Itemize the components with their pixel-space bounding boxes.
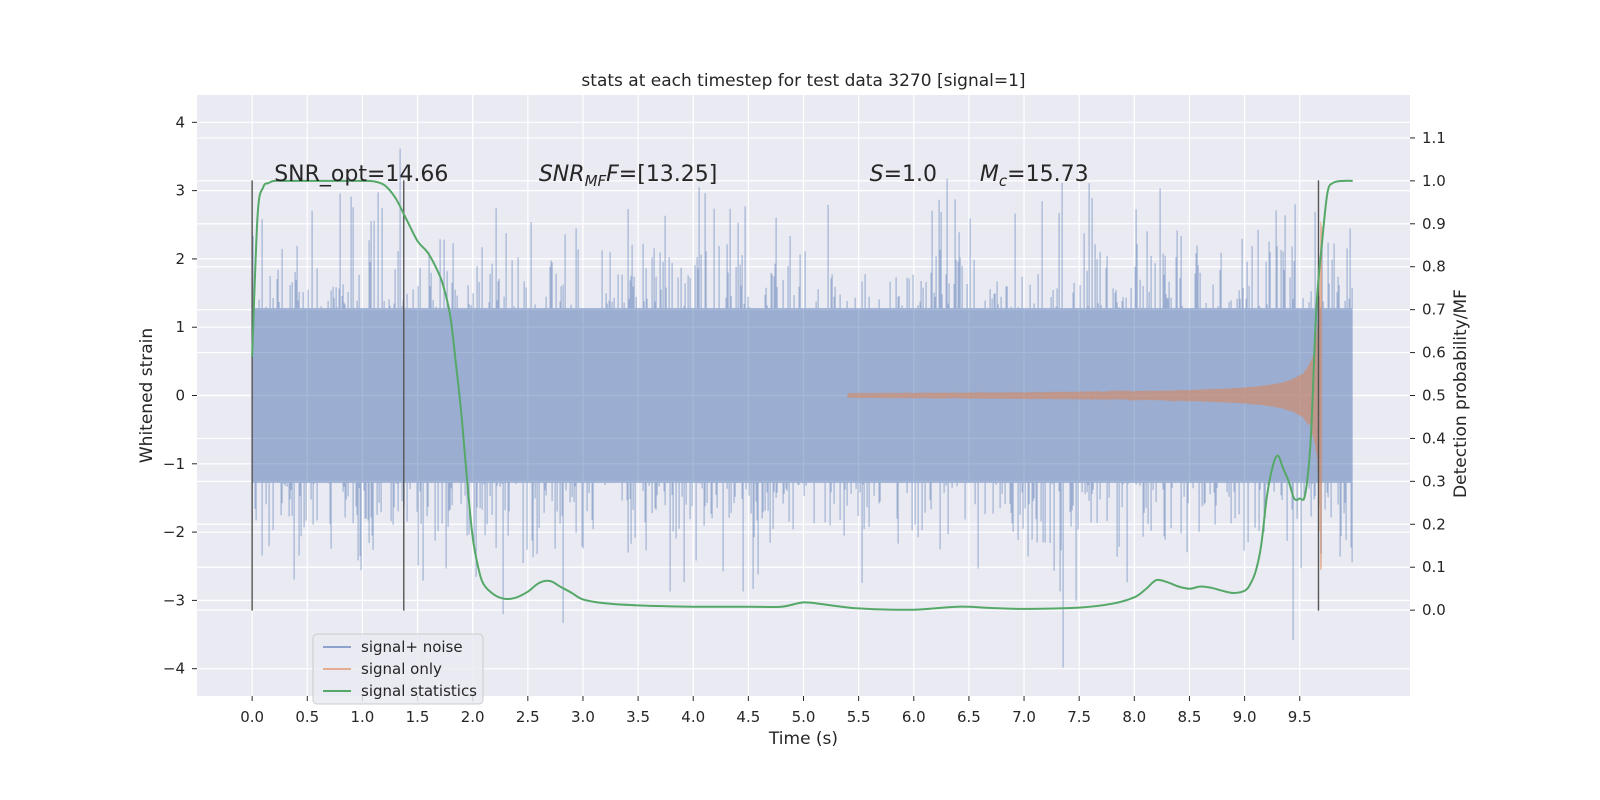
y-tick-label: 0: [175, 387, 185, 405]
x-tick-label: 2.0: [461, 708, 485, 726]
plot-area: [251, 148, 1353, 668]
x-tick-label: 6.0: [902, 708, 926, 726]
x-tick-label: 5.0: [792, 708, 816, 726]
x-tick-label: 8.5: [1178, 708, 1202, 726]
annotations: SNR_opt=14.66 SNRMFF=[13.25] S=1.0 Mc=15.73: [274, 162, 1088, 190]
x-tick-label: 2.5: [516, 708, 540, 726]
y-right-tick-label: 1.1: [1422, 129, 1446, 147]
y-right-tick-label: 0.0: [1422, 601, 1446, 619]
y-tick-label: 1: [175, 318, 185, 336]
signal-only-trace: [847, 221, 1324, 570]
x-tick-label: 0.5: [295, 708, 319, 726]
x-tick-label: 0.0: [240, 708, 264, 726]
x-tick-label: 4.5: [736, 708, 760, 726]
y-tick-label: 3: [175, 182, 185, 200]
annotation-text: Mc=15.73: [980, 162, 1089, 190]
x-tick-label: 9.0: [1233, 708, 1257, 726]
annotation-text: SNRMFF=[13.25]: [539, 162, 718, 190]
x-tick-label: 7.0: [1012, 708, 1036, 726]
legend-label: signal+ noise: [361, 638, 463, 656]
y-tick-label: −1: [163, 455, 185, 473]
x-tick-label: 9.5: [1288, 708, 1312, 726]
y-tick-label: −3: [163, 591, 185, 609]
chart-title: stats at each timestep for test data 327…: [581, 71, 1025, 91]
y-tick-label: −2: [163, 523, 185, 541]
x-tick-label: 3.0: [571, 708, 595, 726]
y-right-tick-label: 0.5: [1422, 387, 1446, 405]
y-right-tick-label: 0.9: [1422, 215, 1446, 233]
y-right-tick-label: 0.8: [1422, 258, 1446, 276]
x-tick-label: 7.5: [1067, 708, 1091, 726]
x-tick-label: 5.5: [847, 708, 871, 726]
x-tick-label: 3.5: [626, 708, 650, 726]
y-right-tick-label: 0.1: [1422, 558, 1446, 576]
x-axis-label: Time (s): [768, 729, 838, 749]
y-right-tick-label: 0.7: [1422, 301, 1446, 319]
y-right-tick-label: 1.0: [1422, 172, 1446, 190]
legend-label: signal only: [361, 660, 442, 678]
x-tick-label: 1.5: [406, 708, 430, 726]
legend-box: [312, 633, 484, 705]
x-tick-label: 8.0: [1122, 708, 1146, 726]
annotation-text: SNR_opt=14.66: [274, 162, 448, 187]
y-right-tick-label: 0.6: [1422, 344, 1446, 362]
x-tick-label: 4.0: [681, 708, 705, 726]
legend: signal+ noise signal only signal statistic…: [312, 633, 484, 705]
y-right-tick-label: 0.4: [1422, 429, 1446, 447]
x-tick-label: 6.5: [957, 708, 981, 726]
axis-ticks: 0.0 0.5 1.0 1.5 2.0 2.5 3.0 3.5 4.0 4.5 5.0 5.5 6.0 6…: [163, 113, 1446, 726]
y-tick-label: 2: [175, 250, 185, 268]
y-tick-label: 4: [175, 113, 185, 131]
y-tick-label: −4: [163, 660, 185, 678]
y-right-tick-label: 0.3: [1422, 472, 1446, 490]
signal-statistics-line: [251, 179, 1353, 611]
y-right-tick-label: 0.2: [1422, 515, 1446, 533]
annotation-text: S=1.0: [870, 162, 937, 187]
y-axis-label: Whitened strain: [137, 328, 157, 463]
x-tick-label: 1.0: [350, 708, 374, 726]
y-axis-right-label: Detection probability/MF: [1451, 289, 1471, 498]
legend-label: signal statistics: [361, 682, 477, 700]
